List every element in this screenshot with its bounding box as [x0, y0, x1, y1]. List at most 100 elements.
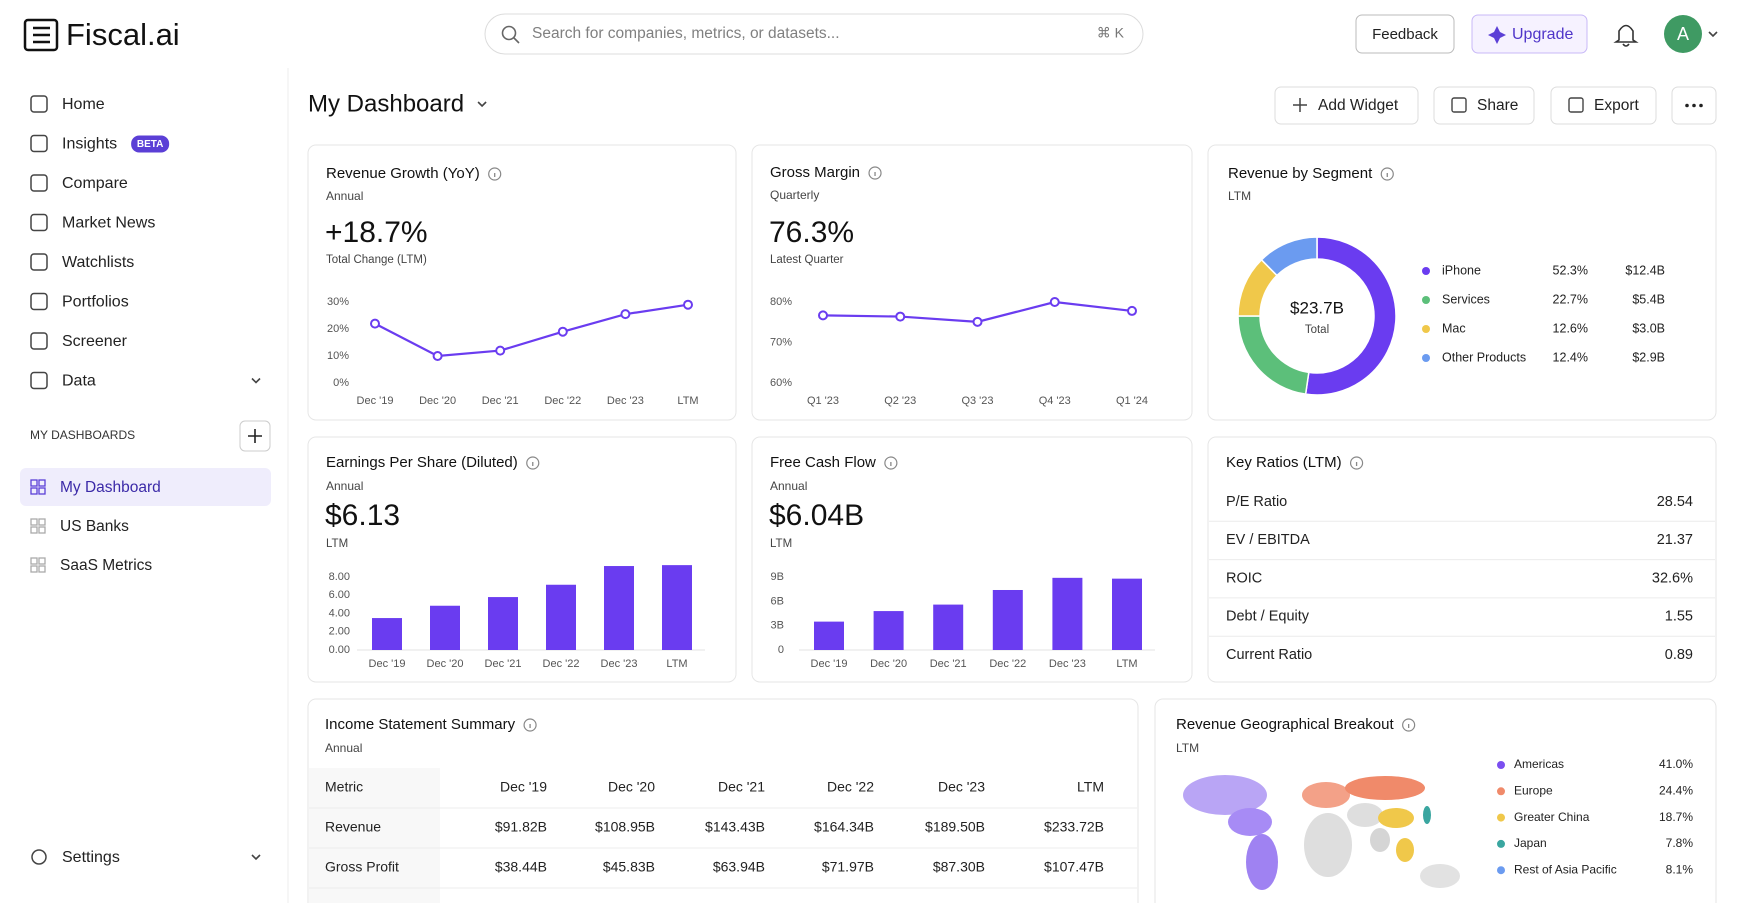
legend-label: Europe	[1514, 783, 1553, 797]
search-box[interactable]	[484, 13, 1144, 55]
search-shortcut: ⌘ K	[1097, 25, 1125, 41]
widget-card	[1207, 144, 1717, 421]
x-tick-label: Dec '23	[607, 395, 644, 407]
line-point	[495, 345, 506, 356]
upgrade-button-label[interactable]: Upgrade	[1512, 26, 1573, 43]
settings[interactable]: Settings	[62, 849, 120, 866]
more-dot	[1699, 103, 1703, 108]
nav-item[interactable]: Data	[62, 373, 96, 390]
search-placeholder[interactable]: Search for companies, metrics, or datase…	[532, 25, 840, 42]
legend-label: Rest of Asia Pacific	[1514, 862, 1617, 876]
info-icon	[488, 167, 502, 181]
y-tick-label: 20%	[327, 323, 349, 335]
map-region	[1345, 776, 1425, 800]
toolbar-button-label[interactable]: Export	[1594, 97, 1639, 114]
dashboard-icon	[38, 518, 46, 526]
map-region	[1228, 808, 1272, 836]
avatar-initial[interactable]: A	[1677, 24, 1689, 44]
x-tick-label: Dec '19	[369, 658, 406, 670]
feedback-button[interactable]	[1355, 14, 1455, 54]
plus-icon	[248, 429, 262, 443]
x-tick-label: Dec '21	[485, 658, 522, 670]
x-tick-label: Dec '20	[870, 658, 907, 670]
plus-icon	[1293, 98, 1307, 112]
table-cell: $233.72B	[1044, 819, 1104, 835]
line-point	[557, 326, 568, 337]
nav-item[interactable]: Compare	[62, 175, 128, 192]
x-tick-label: Dec '22	[989, 658, 1026, 670]
bar	[933, 604, 964, 650]
table-header: Dec '19	[500, 779, 547, 795]
map-region	[1420, 864, 1460, 888]
table-cell: Revenue	[325, 819, 381, 835]
nav-icon	[30, 292, 48, 311]
x-tick-label: Dec '19	[811, 658, 848, 670]
table-cell: $164.34B	[814, 819, 874, 835]
toolbar-button[interactable]	[1550, 86, 1657, 125]
nav-item[interactable]: Insights	[62, 136, 117, 153]
y-tick-label: 10%	[327, 350, 349, 362]
toolbar-button-label[interactable]: Share	[1477, 97, 1518, 114]
nav-item[interactable]: Watchlists	[62, 254, 134, 271]
legend-label: Mac	[1442, 321, 1466, 335]
toolbar-button-icon	[1451, 97, 1467, 113]
table-header: Metric	[325, 779, 363, 795]
ratio-label: P/E Ratio	[1226, 494, 1287, 510]
toolbar-button-label[interactable]: Add Widget	[1318, 97, 1399, 114]
line-point	[818, 310, 828, 321]
upgrade-button[interactable]	[1471, 14, 1588, 54]
nav-item[interactable]: Home	[62, 96, 105, 113]
nav-item[interactable]: Market News	[62, 215, 155, 232]
legend-dot	[1422, 354, 1430, 362]
legend-label: Americas	[1514, 757, 1564, 771]
widget-title: Gross Margin	[770, 164, 860, 181]
notification-bell[interactable]	[1613, 24, 1639, 47]
y-tick-label: 60%	[770, 377, 792, 389]
widget-card	[751, 144, 1193, 421]
beta-badge-label: BETA	[137, 139, 163, 150]
line-point	[1127, 305, 1137, 316]
legend-percent: 12.4%	[1553, 350, 1588, 364]
y-tick-label: 9B	[771, 571, 784, 583]
nav-item[interactable]: Portfolios	[62, 294, 129, 311]
x-tick-label: Dec '21	[482, 395, 519, 407]
search-icon	[501, 25, 517, 41]
info-icon	[1380, 167, 1394, 181]
logo-icon	[23, 18, 59, 52]
legend-amount: $5.4B	[1632, 292, 1665, 306]
nav-icon	[30, 95, 48, 113]
map-region	[1378, 808, 1414, 828]
dashboard-item[interactable]: US Banks	[60, 518, 129, 535]
x-tick-label: Q2 '23	[884, 395, 916, 407]
toolbar-button[interactable]	[1274, 86, 1419, 125]
avatar[interactable]	[1664, 15, 1702, 53]
headline-value: 76.3%	[769, 216, 854, 249]
feedback-button-label[interactable]: Feedback	[1372, 26, 1438, 43]
ratio-value: 1.55	[1665, 609, 1693, 625]
widget-card	[307, 144, 737, 421]
more-dot	[1692, 103, 1696, 108]
table-cell: $87.30B	[933, 859, 985, 875]
legend-percent: 7.8%	[1666, 836, 1694, 850]
donut-segment	[1260, 236, 1318, 277]
search-icon	[513, 37, 520, 44]
toolbar-button[interactable]	[1433, 86, 1535, 125]
dashboard-item[interactable]: My Dashboard	[60, 479, 161, 496]
x-tick-label: Dec '22	[544, 395, 581, 407]
table-header: Dec '20	[608, 779, 655, 795]
table-cell: $143.43B	[705, 819, 765, 835]
x-tick-label: Q1 '23	[807, 395, 839, 407]
section-title: MY DASHBOARDS	[30, 428, 135, 442]
legend-label: Other Products	[1442, 350, 1526, 364]
y-tick-label: 6.00	[329, 589, 350, 601]
table-cell: $71.97B	[822, 859, 874, 875]
bar	[372, 618, 402, 650]
nav-icon	[30, 332, 48, 350]
upgrade-icon	[1488, 26, 1506, 44]
widget-title: Income Statement Summary	[325, 716, 516, 733]
bar	[814, 621, 844, 650]
dashboard-item[interactable]: SaaS Metrics	[60, 557, 152, 574]
info-icon	[884, 456, 898, 470]
nav-item[interactable]: Screener	[62, 333, 128, 350]
